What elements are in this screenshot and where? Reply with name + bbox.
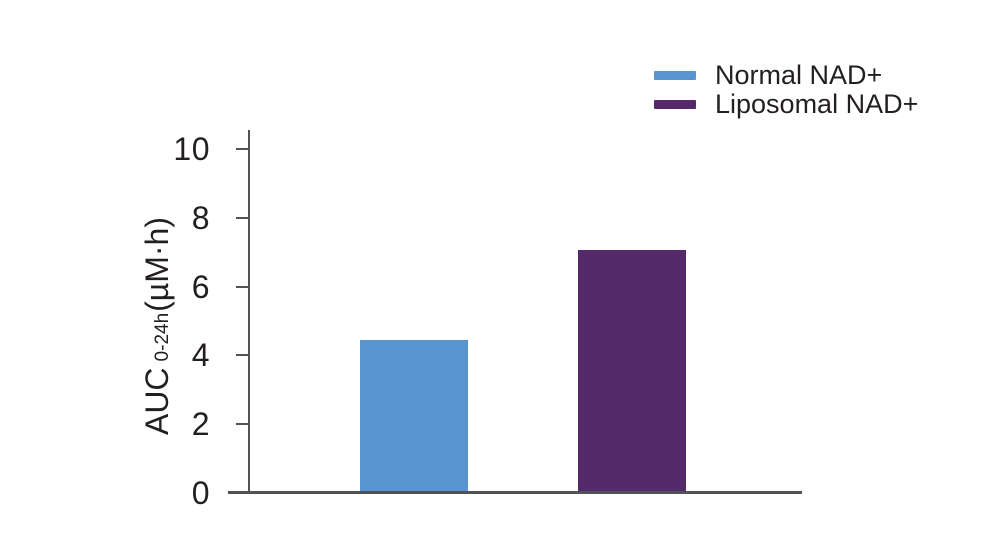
y-tick-mark-4 (236, 354, 250, 357)
y-tick-label-8: 8 (191, 199, 210, 236)
x-axis-line (228, 491, 802, 494)
legend-swatch-icon (654, 99, 696, 109)
y-tick-label-2: 2 (191, 406, 210, 443)
bar-normal-nad (360, 339, 468, 493)
legend-label: Liposomal NAD+ (715, 89, 919, 119)
y-tick-label-0: 0 (191, 475, 210, 511)
legend-item: Liposomal NAD+ (654, 90, 918, 118)
y-tick-label-4: 4 (191, 337, 210, 374)
bar-liposomal-nad (578, 250, 686, 493)
legend: Normal NAD+ Liposomal NAD+ (654, 61, 918, 118)
legend-item: Normal NAD+ (654, 61, 918, 89)
y-tick-label-10: 10 (173, 131, 210, 167)
y-axis-line (248, 130, 250, 494)
y-tick-mark-2 (236, 423, 250, 426)
y-tick-mark-8 (236, 216, 250, 219)
legend-label: Normal NAD+ (715, 60, 883, 90)
legend-swatch-icon (654, 70, 696, 80)
y-tick-label-6: 6 (191, 268, 210, 305)
y-tick-mark-6 (236, 285, 250, 288)
y-tick-mark-10 (236, 148, 250, 150)
